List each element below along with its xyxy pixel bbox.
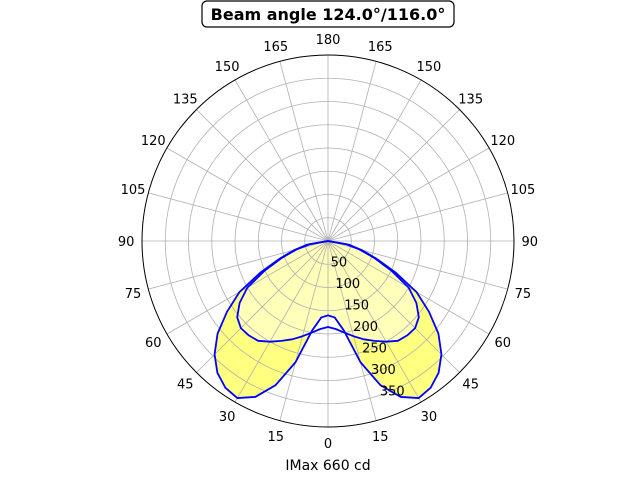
x-axis-label: IMax 660 cd [285,458,370,474]
radial-tick-label: 200 [353,320,378,335]
angle-tick-label: 30 [219,410,236,425]
series-line-0 [213,240,443,399]
angle-tick-label: 60 [145,336,162,351]
intensity-curves [213,240,443,399]
chart-title-frame [201,0,455,28]
grid-spoke-315 [196,240,329,373]
series-fill-0 [214,241,442,399]
angle-tick-label: 120 [141,134,166,149]
angle-tick-label: 105 [121,183,146,198]
polar-boundary [141,54,515,428]
grid-spoke-165 [327,61,377,242]
angle-tick-label: 0 [324,437,332,452]
grid-spoke-345 [279,240,329,421]
angle-tick-label: 180 [316,33,341,48]
radial-tick-labels: 50 100 150 200 250 300 350 [331,255,405,399]
angle-tick-label: 45 [462,378,479,393]
grid-spoke-210 [234,79,329,242]
polar-grid [141,54,515,428]
chart-title: Beam angle 124.0°/116.0° [211,5,446,24]
grid-spoke-240 [166,147,329,242]
angle-tick-label: 90 [522,235,539,250]
angle-tick-label: 135 [458,92,483,107]
grid-spoke-120 [327,147,490,242]
chart-title-box: Beam angle 124.0°/116.0° [201,0,455,28]
series-line-1 [236,240,420,343]
angle-tick-labels: 0 15 30 45 60 75 90 105 120 135 150 165 180 165 150 135… [118,33,538,452]
grid-spoke-150 [327,79,422,242]
radial-tick-label: 350 [380,384,405,399]
radial-tick-label: 300 [371,363,396,378]
angle-tick-label: 135 [173,92,198,107]
angle-tick-label: 150 [215,60,240,75]
angle-tick-label: 165 [263,40,288,55]
grid-spoke-105 [327,192,508,242]
grid-spoke-45 [327,240,460,373]
angle-tick-label: 15 [372,430,389,445]
grid-spoke-15 [327,240,377,421]
angle-tick-label: 45 [177,378,194,393]
angle-tick-label: 15 [267,430,284,445]
angle-tick-label: 75 [125,287,142,302]
radial-tick-label: 150 [344,298,369,313]
grid-spoke-255 [148,192,329,242]
angle-tick-label: 30 [421,410,438,425]
grid-spoke-195 [279,61,329,242]
radial-tick-label: 100 [335,277,360,292]
angle-tick-label: 120 [490,134,515,149]
grid-spoke-330 [234,240,329,403]
radial-tick-label: 50 [331,255,348,270]
grid-spoke-30 [327,240,422,403]
angle-tick-label: 150 [416,60,441,75]
angle-tick-label: 60 [494,336,511,351]
angle-tick-label: 75 [515,287,532,302]
grid-spoke-135 [327,109,460,242]
angle-tick-label: 105 [511,183,536,198]
angle-tick-label: 165 [368,40,393,55]
grid-spoke-225 [196,109,329,242]
radial-tick-label: 250 [362,341,387,356]
angle-tick-label: 90 [118,235,135,250]
